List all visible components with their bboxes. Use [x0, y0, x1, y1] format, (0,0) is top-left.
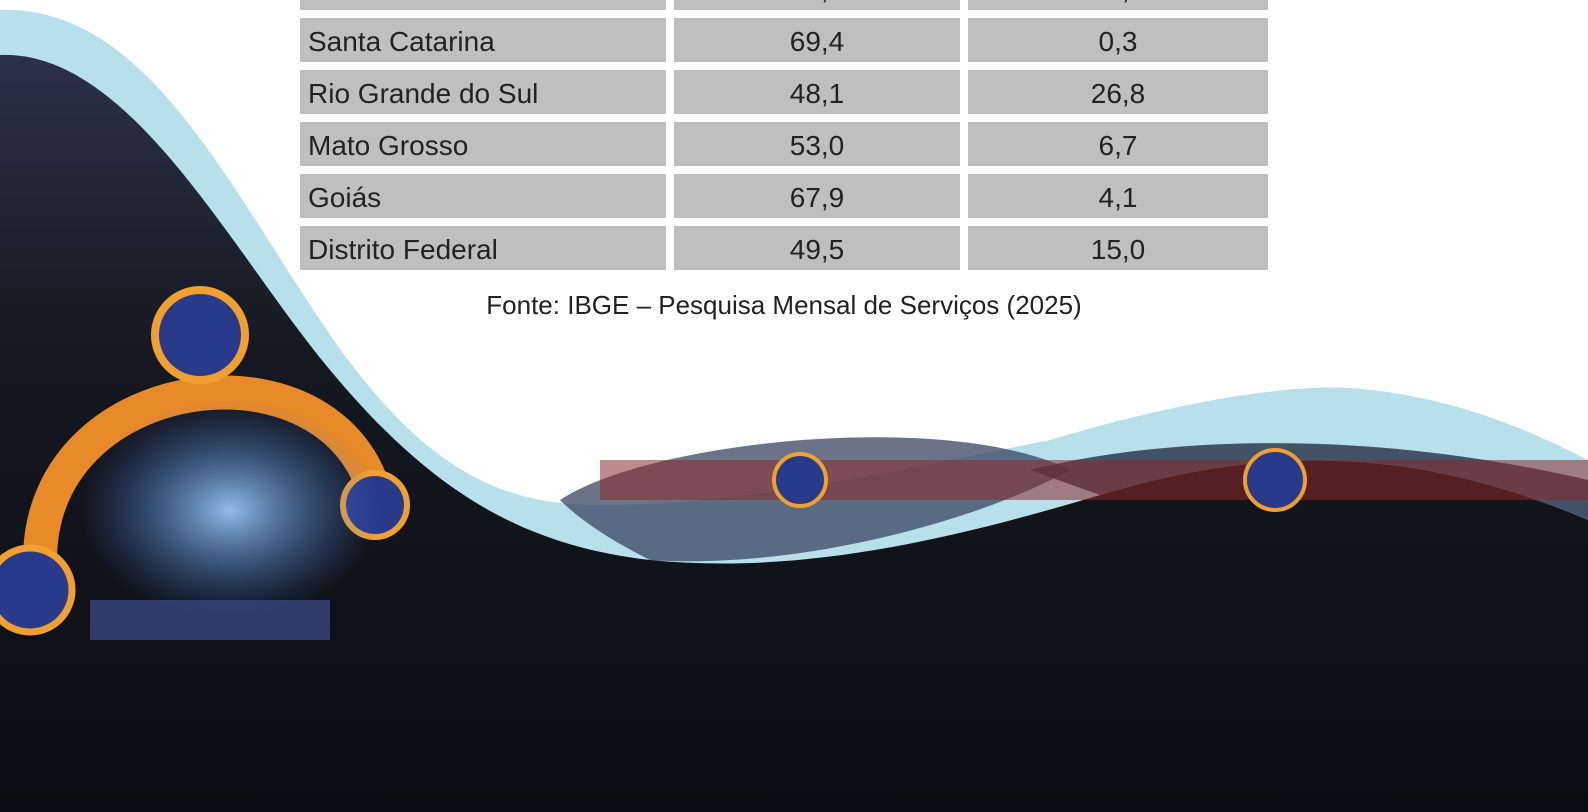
value-cell: 48,1 — [674, 70, 960, 114]
state-name: Rio Grande do Sul — [300, 70, 666, 114]
state-name: Distrito Federal — [300, 226, 666, 270]
booth-logo — [774, 454, 826, 506]
booth-logo — [1245, 450, 1305, 510]
value-cell: 26,8 — [968, 70, 1268, 114]
value-cell: 56,6 — [674, 0, 960, 10]
value-cell: 6,7 — [968, 122, 1268, 166]
state-name: Paraná — [300, 0, 666, 10]
value-cell: 13,2 — [968, 0, 1268, 10]
value-cell: 0,3 — [968, 18, 1268, 62]
state-name: Goiás — [300, 174, 666, 218]
state-name: Santa Catarina — [300, 18, 666, 62]
value-cell: 15,0 — [968, 226, 1268, 270]
stage-floor — [90, 600, 330, 640]
stage-logo — [0, 548, 72, 632]
value-cell: 49,5 — [674, 226, 960, 270]
value-cell: 53,0 — [674, 122, 960, 166]
source-note: Fonte: IBGE – Pesquisa Mensal de Serviço… — [0, 290, 1568, 321]
state-name: Mato Grosso — [300, 122, 666, 166]
page: Paraná 56,6 13,2 Santa Catarina69,40,3 Rio G… — [0, 0, 1588, 812]
booths — [600, 460, 1588, 500]
value-cell: 69,4 — [674, 18, 960, 62]
value-cell: 67,9 — [674, 174, 960, 218]
value-cell: 4,1 — [968, 174, 1268, 218]
stage-light — [80, 400, 380, 620]
